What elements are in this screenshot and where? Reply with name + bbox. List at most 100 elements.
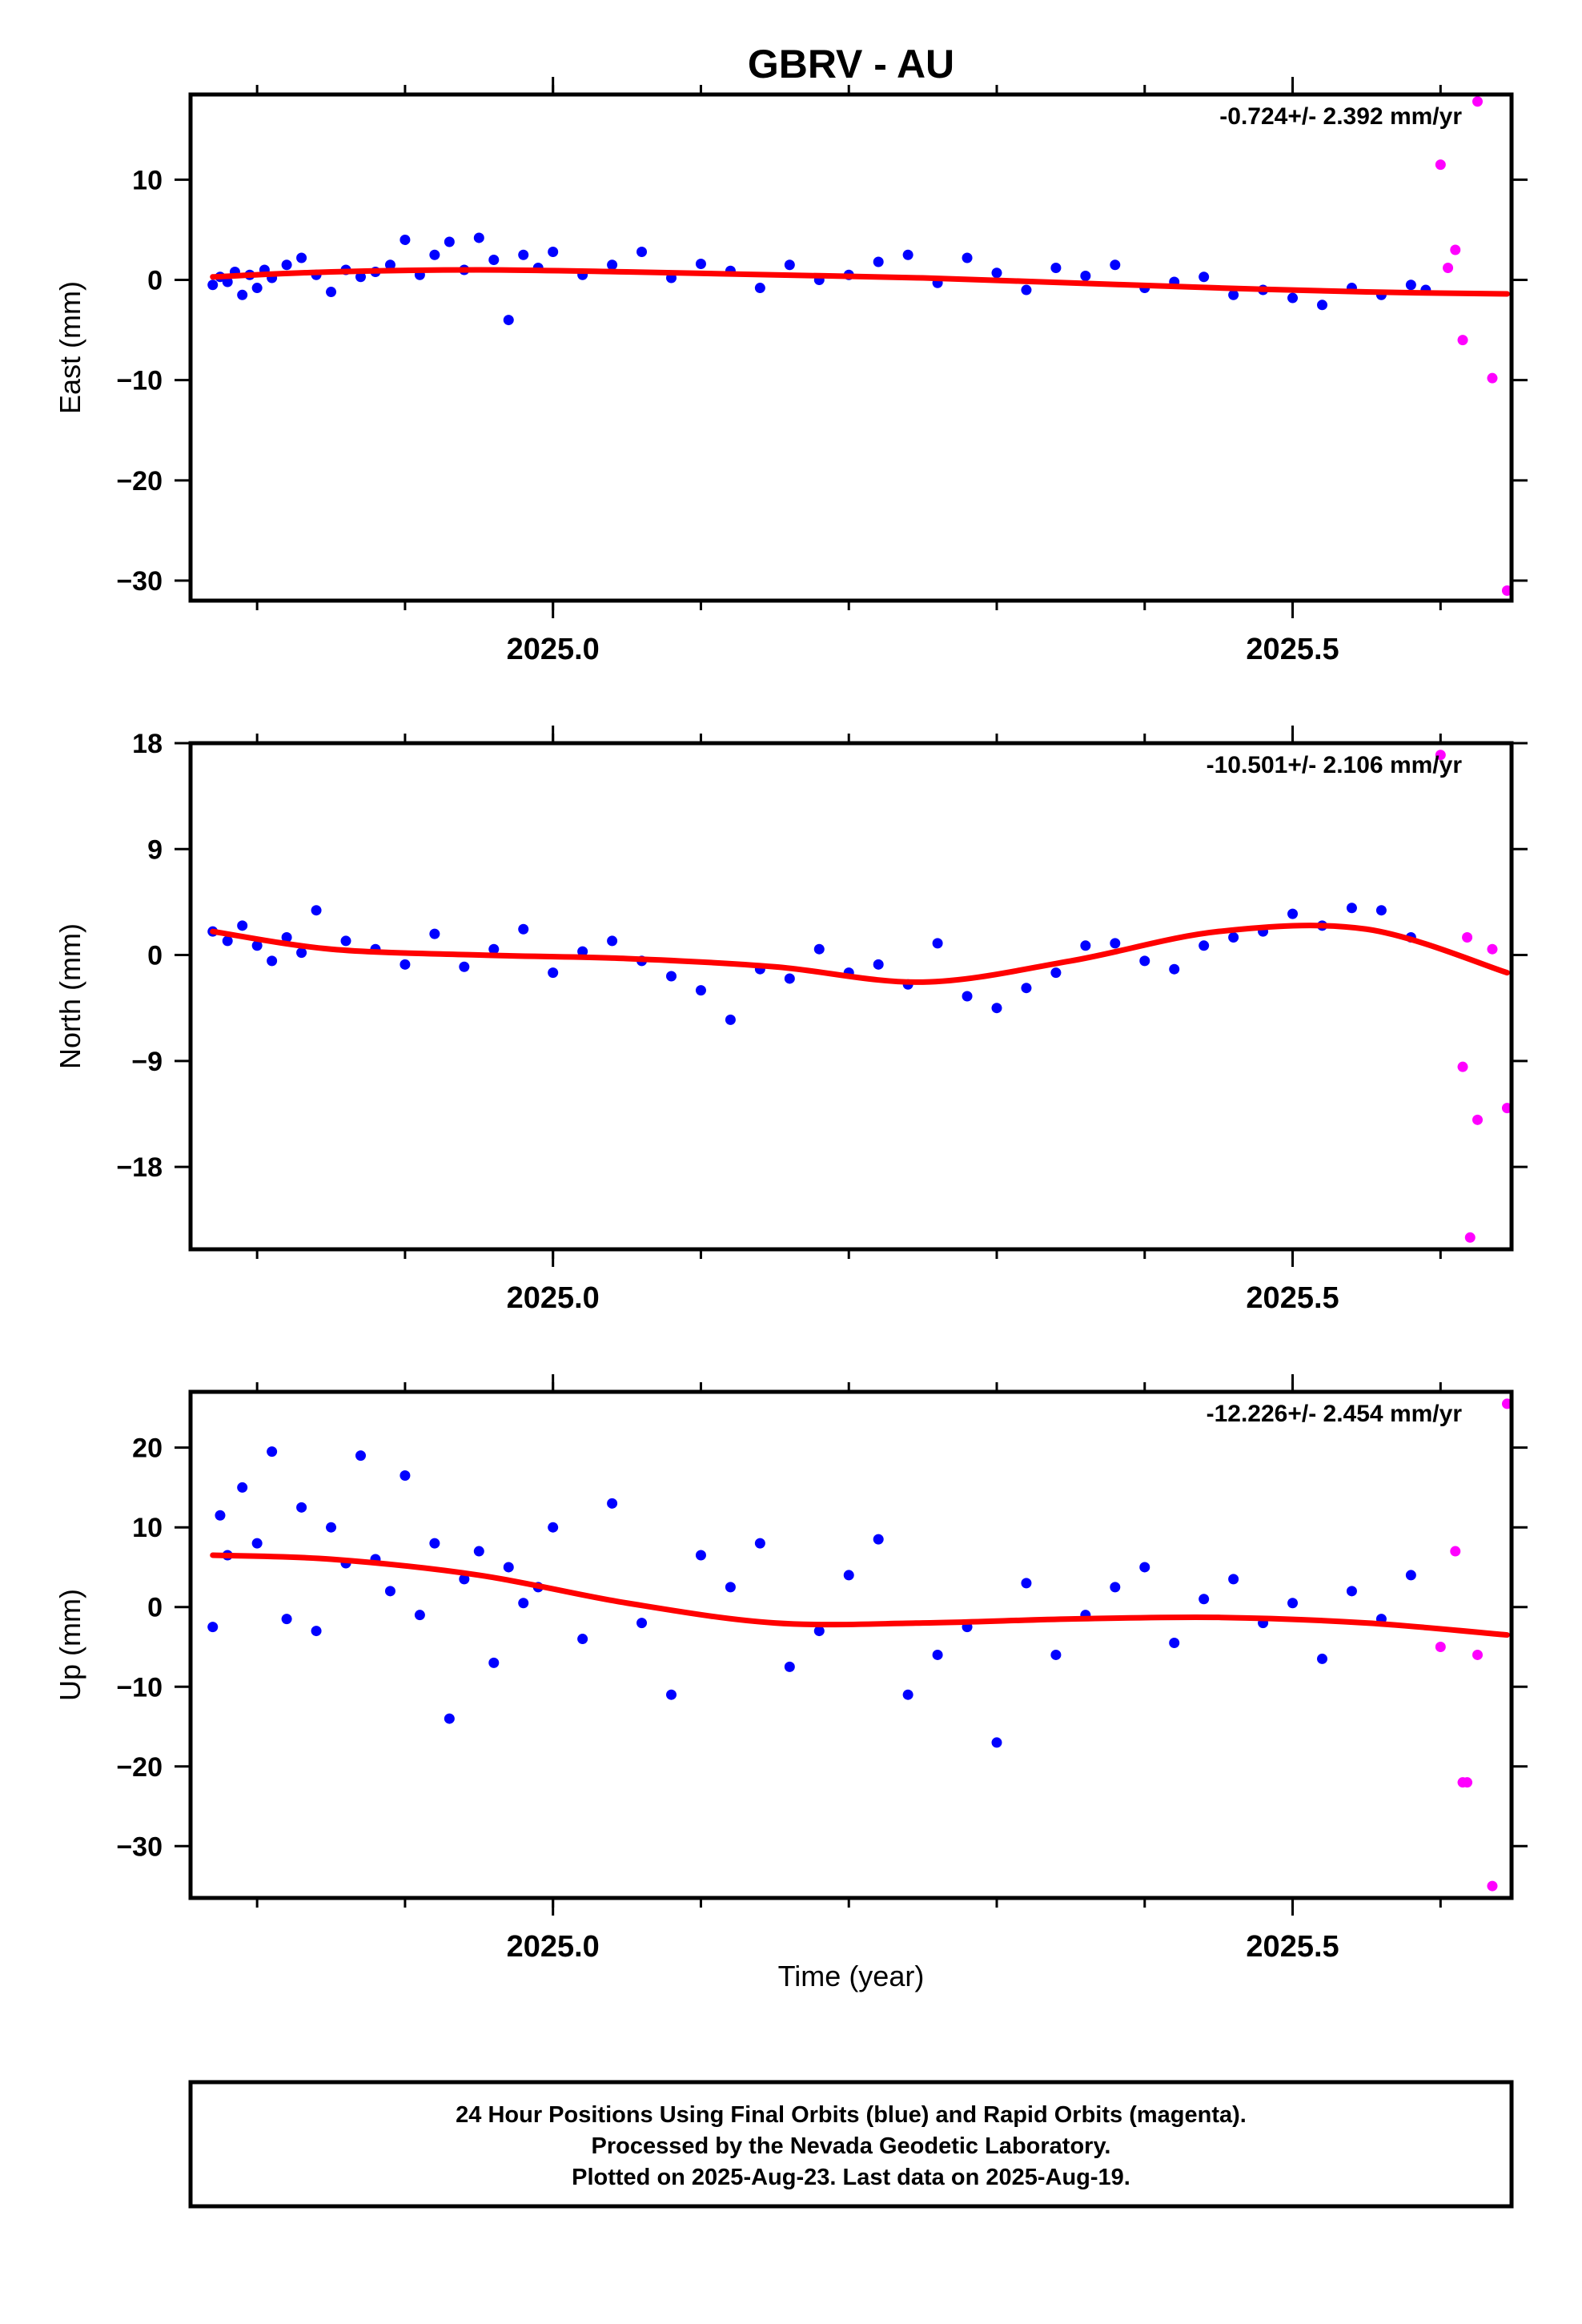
rapid-orbit-point xyxy=(1457,335,1468,346)
north-rate-label: -10.501+/- 2.106 mm/yr xyxy=(1207,752,1463,778)
y-tick-label: 0 xyxy=(147,941,163,971)
final-orbit-point xyxy=(267,1446,278,1458)
final-orbit-point xyxy=(813,1626,825,1637)
east-rate-label: -0.724+/- 2.392 mm/yr xyxy=(1219,103,1462,130)
final-orbit-point xyxy=(414,1610,425,1621)
final-orbit-point xyxy=(902,249,913,260)
final-orbit-point xyxy=(607,935,618,947)
y-tick-label: −30 xyxy=(116,566,163,597)
y-tick-label: −10 xyxy=(116,1672,163,1703)
final-orbit-point xyxy=(400,234,411,245)
rapid-orbit-point xyxy=(1435,159,1446,171)
final-orbit-point xyxy=(1050,263,1062,274)
final-orbit-point xyxy=(488,943,500,955)
final-orbit-point xyxy=(1169,963,1180,975)
final-orbit-point xyxy=(222,935,233,947)
final-orbit-point xyxy=(207,279,219,291)
rapid-orbit-point xyxy=(1472,96,1484,107)
final-orbit-point xyxy=(1139,1562,1150,1573)
final-orbit-point xyxy=(1169,1638,1180,1649)
north-trend-line xyxy=(210,923,1510,985)
final-orbit-point xyxy=(1050,967,1062,979)
final-orbit-point xyxy=(429,928,440,939)
east-plot-frame xyxy=(188,92,1514,603)
final-orbit-point xyxy=(296,252,307,263)
x-tick-label: 2025.5 xyxy=(1246,1281,1339,1315)
up-trend-line xyxy=(210,1552,1510,1638)
rapid-orbit-point xyxy=(1464,1232,1476,1243)
y-tick-label: 10 xyxy=(132,165,163,195)
final-orbit-point xyxy=(873,1534,884,1545)
final-orbit-point xyxy=(1405,1570,1416,1581)
final-orbit-point xyxy=(1199,1594,1210,1605)
x-axis-label: Time (year) xyxy=(778,1960,925,1992)
final-orbit-point xyxy=(962,252,973,263)
final-orbit-point xyxy=(1287,292,1299,304)
final-orbit-point xyxy=(1021,983,1032,994)
north-y-axis-label: North (mm) xyxy=(54,923,86,1069)
east-trend-line xyxy=(210,267,1510,297)
final-orbit-point xyxy=(1139,955,1150,967)
rapid-orbit-point xyxy=(1472,1114,1484,1125)
final-orbit-point xyxy=(873,959,884,970)
final-orbit-point xyxy=(444,1713,455,1724)
rapid-orbit-point xyxy=(1487,943,1498,955)
final-orbit-point xyxy=(1080,940,1091,951)
y-tick-label: 10 xyxy=(132,1513,163,1543)
final-orbit-point xyxy=(636,246,648,257)
chart-title: GBRV - AU xyxy=(748,42,954,86)
final-orbit-point xyxy=(326,1522,337,1533)
north-panel: 2025.0 2025.5 −18 −9 0 9 18 North (mm) -10.501+/… xyxy=(54,726,1528,1315)
final-orbit-point xyxy=(237,1482,248,1493)
rapid-orbit-point xyxy=(1462,1777,1473,1788)
final-orbit-point xyxy=(281,259,292,271)
north-plot-frame xyxy=(188,741,1514,1252)
final-orbit-point xyxy=(1316,300,1327,311)
final-orbit-point xyxy=(1346,903,1357,914)
final-orbit-point xyxy=(267,955,278,967)
final-orbit-point xyxy=(1021,284,1032,296)
x-tick-label: 2025.5 xyxy=(1246,1930,1339,1964)
final-orbit-point xyxy=(281,1614,292,1625)
rapid-orbit-point xyxy=(1457,1061,1468,1072)
final-orbit-point xyxy=(473,232,484,243)
final-orbit-point xyxy=(340,935,351,947)
final-orbit-point xyxy=(1110,1582,1121,1593)
final-orbit-point xyxy=(548,246,559,257)
final-orbit-point xyxy=(636,1618,648,1629)
up-plot-frame xyxy=(188,1389,1514,1900)
final-orbit-point xyxy=(932,938,943,949)
final-orbit-point xyxy=(251,1538,263,1549)
rapid-orbit-point xyxy=(1487,372,1498,384)
final-orbit-point xyxy=(548,1522,559,1533)
final-orbit-point xyxy=(429,249,440,260)
y-tick-label: −20 xyxy=(116,466,163,497)
footnote-line-3: Plotted on 2025-Aug-23. Last data on 202… xyxy=(572,2165,1130,2190)
final-orbit-point xyxy=(326,287,337,298)
final-orbit-point xyxy=(873,256,884,267)
final-orbit-point xyxy=(518,1598,529,1609)
final-orbit-point xyxy=(444,236,455,247)
final-orbit-point xyxy=(754,283,765,294)
x-tick-label: 2025.0 xyxy=(507,633,600,666)
y-tick-label: 9 xyxy=(147,834,163,865)
final-orbit-point xyxy=(577,946,588,957)
final-orbit-point xyxy=(215,1510,226,1521)
panels: 2025.0 2025.5 −30 −20 −10 0 10 East (mm) -0.724+… xyxy=(54,77,1528,1964)
final-orbit-point xyxy=(991,267,1002,279)
final-orbit-point xyxy=(962,991,973,1002)
y-tick-label: −9 xyxy=(131,1047,163,1077)
footnote-line-2: Processed by the Nevada Geodetic Laborat… xyxy=(592,2133,1111,2159)
final-orbit-point xyxy=(784,973,795,984)
final-orbit-point xyxy=(843,1570,854,1581)
up-panel: 2025.0 2025.5 −30 −20 −10 0 10 20 Up (mm) -12.226… xyxy=(54,1374,1528,1964)
final-orbit-point xyxy=(459,961,470,972)
y-tick-label: 18 xyxy=(132,729,163,759)
final-orbit-point xyxy=(237,289,248,300)
final-orbit-point xyxy=(695,259,706,270)
final-orbit-point xyxy=(1199,940,1210,951)
y-tick-label: −10 xyxy=(116,366,163,396)
final-orbit-point xyxy=(902,1689,913,1700)
rapid-orbit-point xyxy=(1450,244,1461,255)
